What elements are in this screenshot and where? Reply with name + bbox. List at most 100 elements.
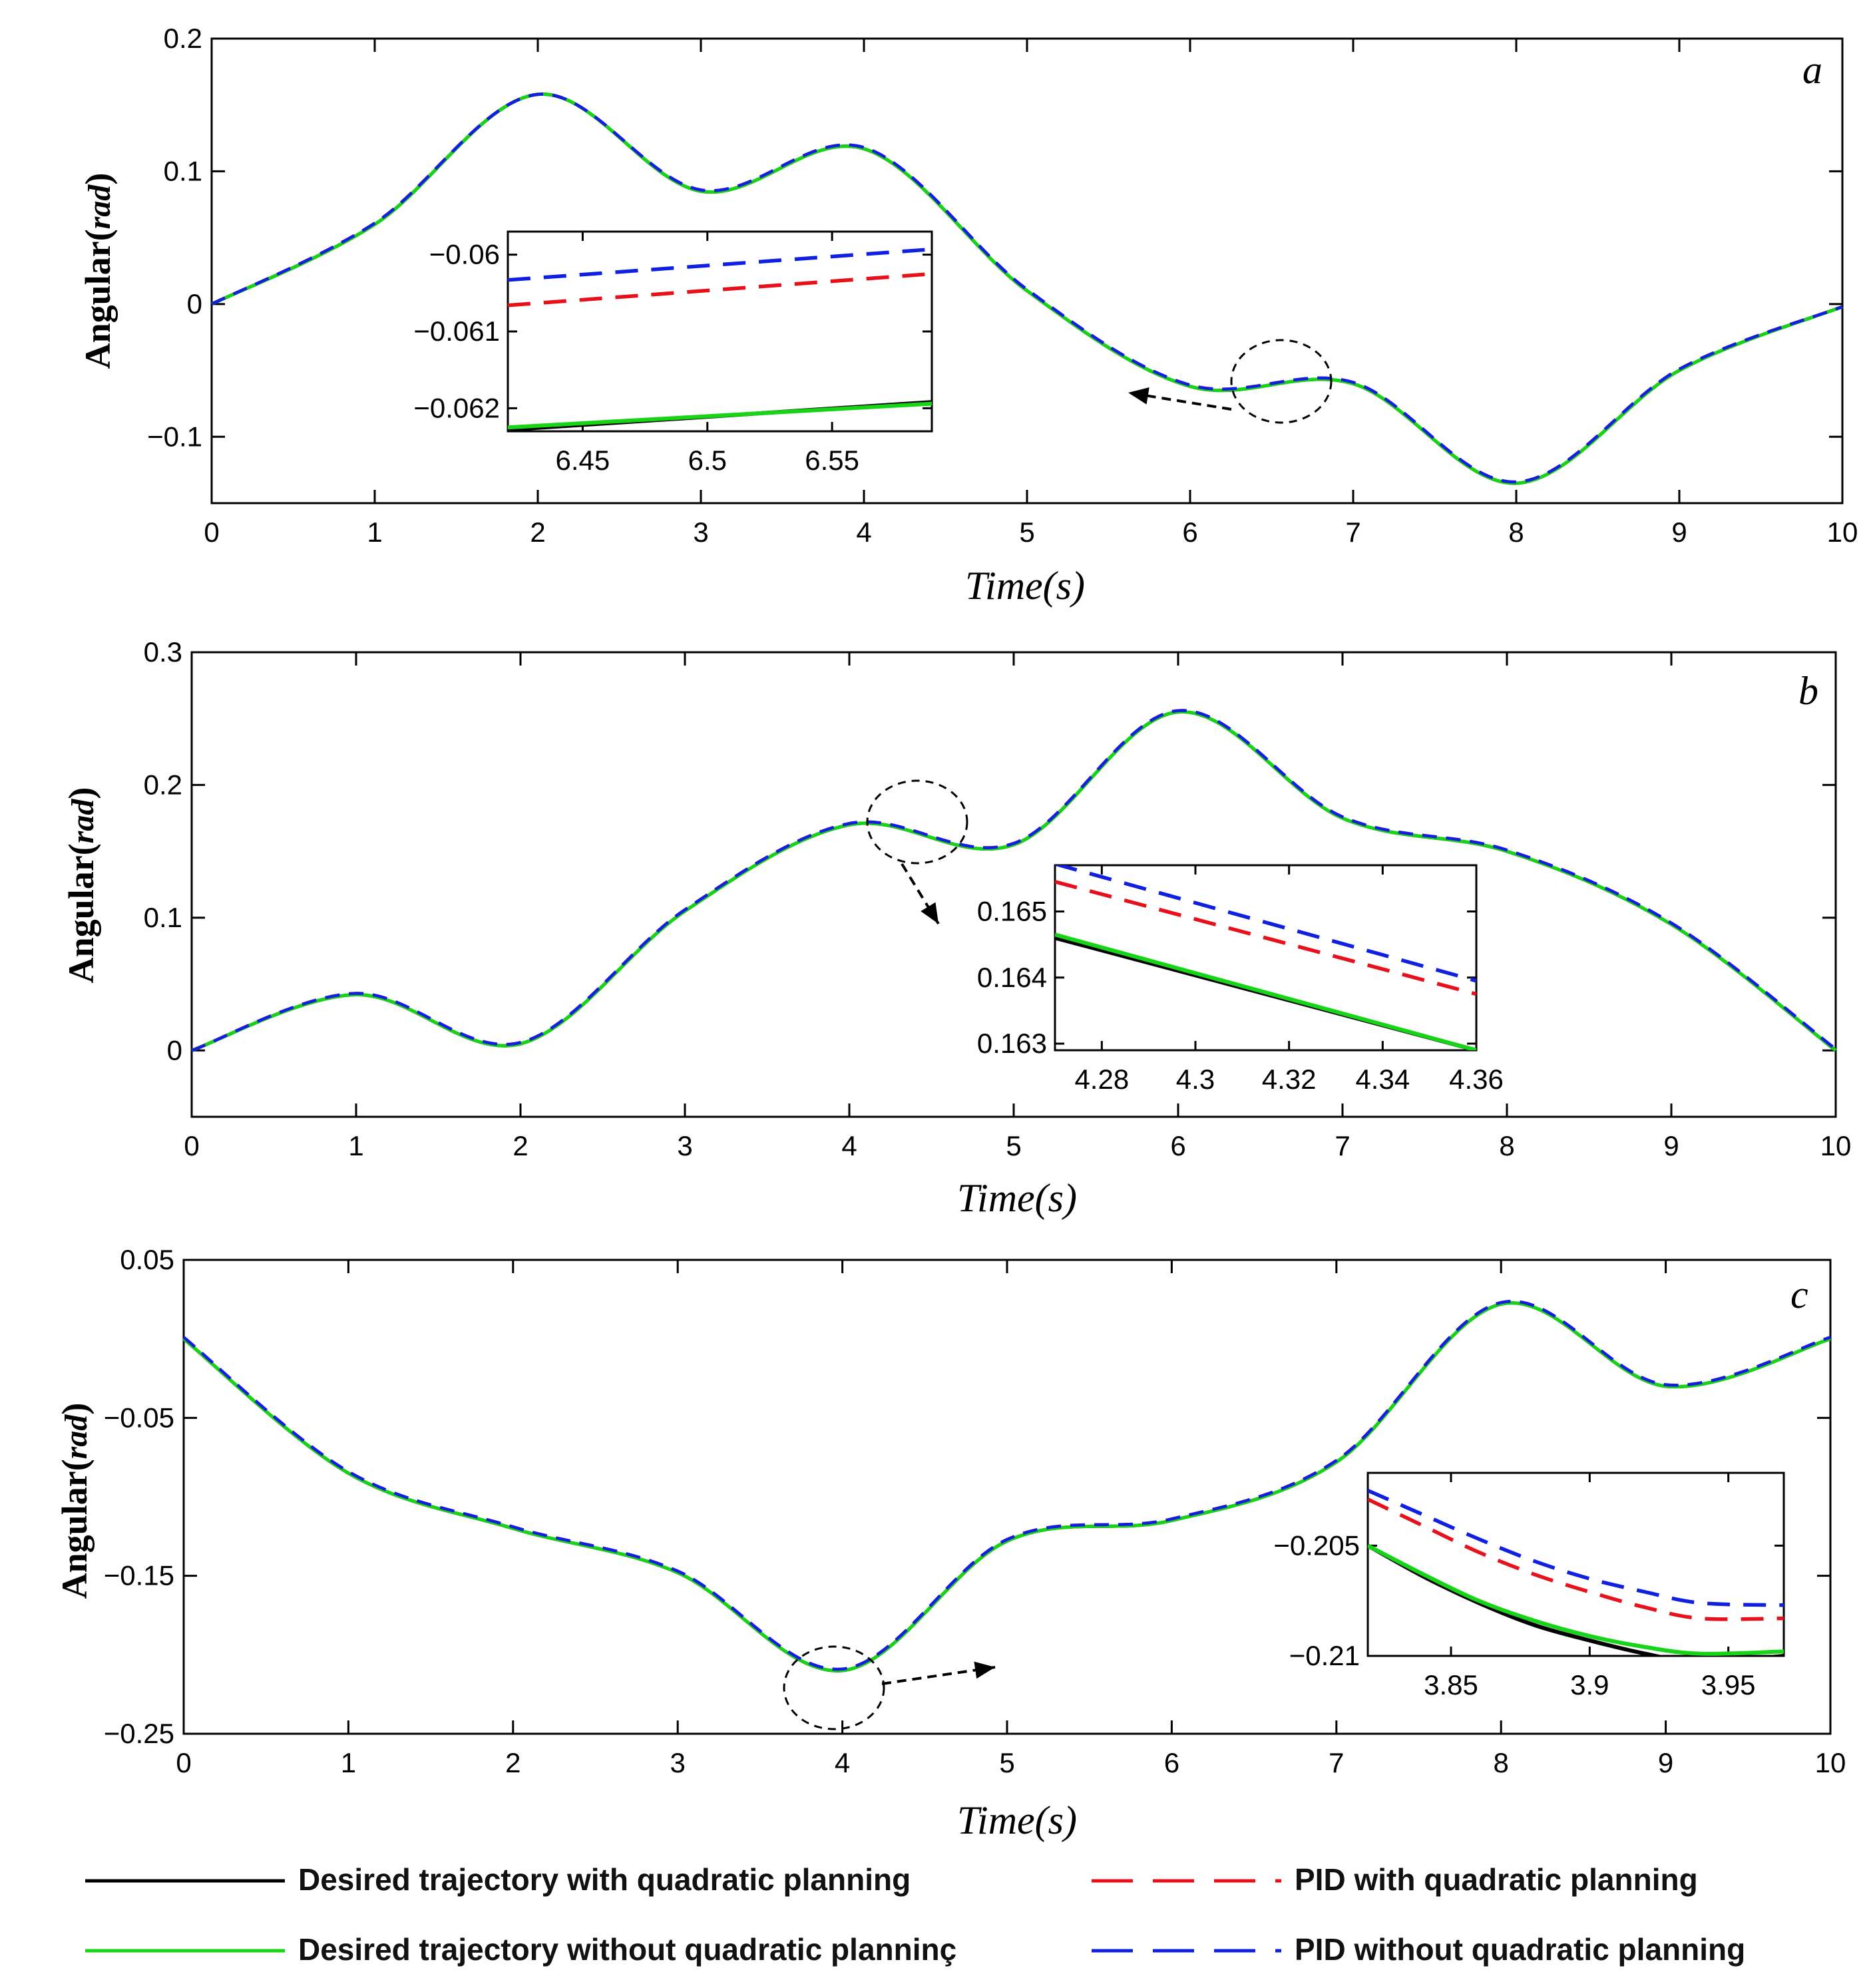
x-tick-label: 4: [835, 1747, 850, 1778]
y-axis-label-main: Angular(: [61, 843, 101, 983]
y-tick-label: 0: [167, 1034, 182, 1066]
x-axis-label-close: ): [1062, 1176, 1077, 1220]
inset-frame: [1054, 864, 1478, 1052]
y-tick-label: 0.1: [164, 155, 202, 186]
y-tick-label: 0.2: [144, 769, 182, 800]
x-tick-label: 4: [841, 1130, 857, 1161]
inset-x-tick-label: 4.36: [1449, 1064, 1504, 1095]
inset-series-line-2: [508, 272, 932, 307]
x-tick-label: 8: [1499, 1130, 1514, 1161]
x-tick-label: 3: [670, 1747, 686, 1778]
y-tick-label: 0.2: [164, 23, 202, 54]
x-tick-label: 7: [1345, 516, 1360, 548]
panel-c: 0 1 2 3 4 5 6 7 8 9 10 0.05 −0.05 −0.15 −0.25 Angular(r…: [55, 1244, 1846, 1842]
x-tick-label: 3: [693, 516, 708, 548]
inset-lines: [508, 247, 932, 431]
inset-lines: [1055, 865, 1476, 1050]
inset-c: 3.85 3.9 3.95 −0.205 −0.21: [1273, 1472, 1785, 1700]
legend-label-2: Desired trajectory without quadratic pla…: [298, 1932, 956, 1967]
x-tick-label: 9: [1663, 1130, 1679, 1161]
y-axis-label-main: Angular(: [78, 229, 118, 369]
x-tick-label: 9: [1658, 1747, 1673, 1778]
inset-x-tick-label: 3.95: [1701, 1669, 1756, 1700]
zoom-arrow-head: [1128, 387, 1149, 405]
panel-letter: b: [1798, 669, 1818, 713]
x-tick-label: 6: [1182, 516, 1197, 548]
x-tick-label: 0: [204, 516, 219, 548]
inset-y-tick-label: −0.205: [1273, 1529, 1360, 1561]
inset-series-line-1: [1368, 1543, 1784, 1656]
x-axis-label-unit: s: [1048, 1798, 1064, 1842]
x-axis-label-unit: s: [1056, 564, 1072, 608]
x-tick-label: 6: [1170, 1130, 1185, 1161]
x-tick-label: 3: [677, 1130, 692, 1161]
series-line-3: [182, 1300, 1831, 1671]
x-tick-label: 0: [184, 1130, 199, 1161]
x-tick-label: 0: [176, 1747, 191, 1778]
x-axis-label-unit: s: [1048, 1176, 1064, 1220]
inset-x-tick-label: 6.55: [805, 445, 859, 476]
x-tick-label: 2: [505, 1747, 521, 1778]
panel-b: 0 1 2 3 4 5 6 7 8 9 1000.10.20.3Angular(rad)Time(s…: [61, 636, 1851, 1220]
y-axis-label-unit: rad: [65, 799, 101, 844]
x-tick-label: 1: [341, 1747, 356, 1778]
y-tick-label: −0.15: [104, 1560, 174, 1591]
x-axis-label: Time(s): [957, 1798, 1077, 1842]
inset-y-tick-label: −0.061: [413, 315, 500, 347]
x-axis-label-close: ): [1062, 1798, 1077, 1842]
x-tick-label: 5: [999, 1747, 1014, 1778]
x-tick-label: 4: [856, 516, 871, 548]
x-tick-label: 1: [348, 1130, 363, 1161]
x-axis-label: Time(s): [957, 1176, 1077, 1220]
panel-letter: a: [1802, 48, 1822, 92]
panel-a: 0 1 2 3 4 5 6 7 8 9 10−0.100.10.2Angular(rad)Time(…: [78, 23, 1858, 608]
x-tick-label: 5: [1019, 516, 1034, 548]
x-tick-label: 5: [1006, 1130, 1021, 1161]
inset-series-line-0: [1368, 1543, 1784, 1656]
inset-series-line-3: [1368, 1488, 1784, 1607]
legend-label-1: PID with quadratic planning: [1295, 1862, 1698, 1897]
y-axis-label: Angular(rad): [78, 173, 118, 369]
y-tick-label: −0.25: [104, 1718, 174, 1749]
x-tick-label: 8: [1494, 1747, 1509, 1778]
y-tick-label: 0.3: [144, 636, 182, 668]
inset-series-line-2: [1055, 880, 1476, 996]
x-tick-label: 7: [1329, 1747, 1344, 1778]
x-tick-label: 10: [1815, 1747, 1846, 1778]
y-tick-label: −0.05: [104, 1402, 174, 1433]
panel-letter: c: [1790, 1273, 1808, 1316]
inset-lines: [1368, 1488, 1784, 1656]
inset-x-tick-label: 3.85: [1424, 1669, 1478, 1700]
inset-y-tick-label: 0.164: [977, 962, 1047, 993]
zoom-highlight-circle: [783, 1645, 885, 1730]
inset-x-tick-label: 6.45: [556, 445, 610, 476]
legend-label-3: PID without quadratic planning: [1295, 1932, 1745, 1967]
zoom-highlight-circle: [866, 779, 968, 865]
y-axis-label-unit: rad: [82, 184, 117, 230]
inset-x-tick-label: 4.3: [1176, 1064, 1215, 1095]
inset-series-line-3: [1055, 865, 1476, 983]
y-axis-label: Angular(rad): [61, 787, 101, 984]
inset-b: 4.28 4.3 4.32 4.34 4.36 0.165 0.164 0.163: [977, 864, 1504, 1095]
inset-y-tick-label: −0.06: [429, 239, 500, 270]
inset-frame: [1366, 1472, 1785, 1657]
x-axis-label-main: Time(: [957, 1798, 1051, 1842]
series-line-0: [210, 93, 1843, 485]
inset-frame: [507, 230, 933, 433]
x-tick-label: 6: [1164, 1747, 1179, 1778]
inset-x-tick-label: 4.32: [1262, 1064, 1317, 1095]
x-tick-label: 2: [530, 516, 545, 548]
legend: Desired trajectory with quadratic planni…: [85, 1862, 1745, 1967]
legend-label-0: Desired trajectory with quadratic planni…: [298, 1862, 911, 1897]
series-line-1: [210, 93, 1843, 485]
y-tick-label: −0.1: [147, 421, 202, 452]
inset-y-tick-label: −0.21: [1289, 1640, 1360, 1671]
x-axis-label-main: Time(: [965, 564, 1059, 608]
y-axis-label: Angular(rad): [55, 1403, 95, 1599]
y-axis-label-close: ): [55, 1403, 95, 1415]
inset-x-tick-label: 4.28: [1074, 1064, 1129, 1095]
x-tick-label: 7: [1335, 1130, 1350, 1161]
x-tick-label: 9: [1671, 516, 1687, 548]
y-tick-label: 0.1: [144, 902, 182, 933]
